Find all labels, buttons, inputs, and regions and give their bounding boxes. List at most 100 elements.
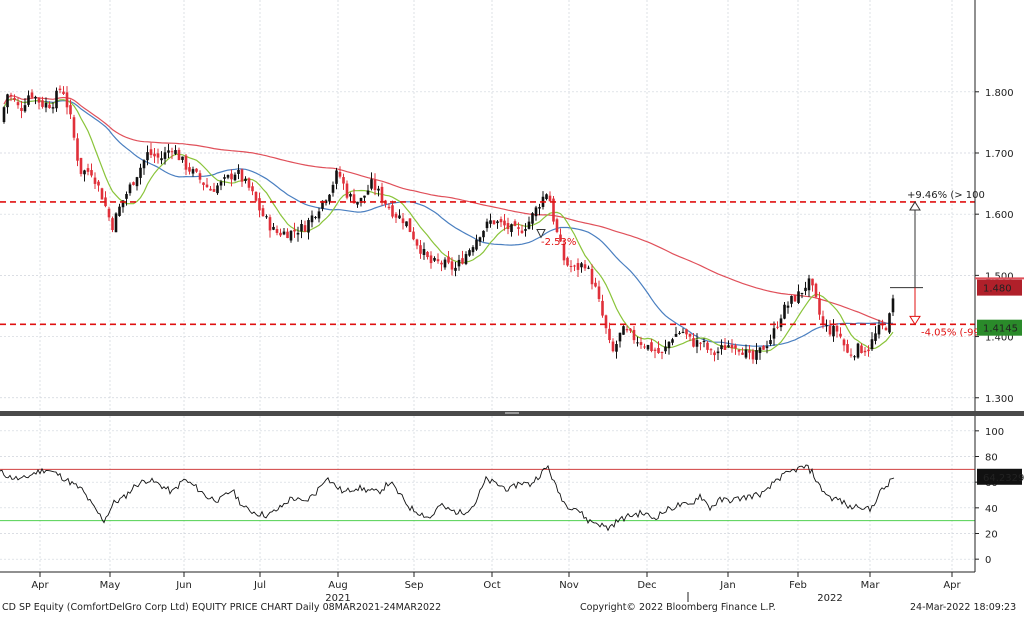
rsi-tick-label: 40 xyxy=(985,504,998,515)
candle-body xyxy=(198,173,202,180)
candles xyxy=(2,85,895,365)
candle-body xyxy=(398,215,401,219)
candle-body xyxy=(223,177,226,179)
candle-body xyxy=(765,346,769,349)
candle-body xyxy=(604,315,608,329)
candle-body xyxy=(83,170,86,175)
candle-body xyxy=(58,88,62,91)
candle-body xyxy=(20,107,23,111)
mid-arrow-head xyxy=(536,228,546,239)
candle-body xyxy=(776,326,779,328)
candle-body xyxy=(380,186,384,202)
rsi-value-label-bg xyxy=(977,468,1022,485)
candle-body xyxy=(548,195,552,202)
candle-body xyxy=(408,218,412,232)
candle-body xyxy=(804,287,807,292)
rsi-line xyxy=(0,464,895,532)
candle-body xyxy=(142,160,146,169)
month-label: Mar xyxy=(861,580,881,591)
candle-body xyxy=(884,327,888,331)
candle-body xyxy=(356,201,359,205)
candle-body xyxy=(744,349,748,358)
month-label: Jul xyxy=(253,580,266,591)
candle-body xyxy=(475,239,478,250)
candle-body xyxy=(370,179,373,189)
candle-body xyxy=(93,177,97,184)
candle-body xyxy=(34,96,37,99)
candle-body xyxy=(580,263,583,268)
month-label: Nov xyxy=(559,580,579,591)
candle-body xyxy=(653,349,657,351)
candle-body xyxy=(839,333,842,337)
candle-body xyxy=(811,278,814,286)
candle-body xyxy=(590,268,594,285)
candle-body xyxy=(286,231,289,239)
candle-body xyxy=(594,282,597,287)
candle-body xyxy=(188,167,191,172)
candle-body xyxy=(769,340,772,344)
candle-body xyxy=(454,267,457,271)
candle-body xyxy=(321,200,324,209)
candle-body xyxy=(510,224,513,232)
candle-body xyxy=(716,351,720,354)
candle-body xyxy=(79,157,83,174)
candle-body xyxy=(86,168,90,172)
price-tick-label: 1.800 xyxy=(985,88,1014,99)
candle-body xyxy=(65,92,69,108)
candle-body xyxy=(786,305,790,308)
candle-body xyxy=(307,220,310,233)
candle-body xyxy=(314,216,317,218)
candle-body xyxy=(506,223,510,229)
candle-body xyxy=(149,149,153,155)
candle-body xyxy=(184,155,188,170)
candle-body xyxy=(730,344,734,349)
ma-short-line xyxy=(3,98,894,352)
candle-body xyxy=(499,219,503,223)
candle-body xyxy=(779,318,783,328)
candle-body xyxy=(699,342,702,344)
candle-body xyxy=(261,208,265,217)
candle-body xyxy=(608,328,611,341)
candle-body xyxy=(821,316,825,324)
rsi-tick-label: 20 xyxy=(985,530,998,541)
candle-body xyxy=(170,151,174,153)
reference-lines xyxy=(0,201,975,326)
candle-body xyxy=(863,350,867,353)
candle-body xyxy=(167,150,170,153)
candle-body xyxy=(268,217,272,231)
candle-body xyxy=(352,194,356,204)
candle-body xyxy=(216,185,219,194)
candle-body xyxy=(90,170,93,176)
candle-body xyxy=(342,177,345,184)
candle-body xyxy=(534,207,538,217)
candle-body xyxy=(48,104,51,109)
candle-body xyxy=(160,158,163,161)
price-tick-label: 1.700 xyxy=(985,149,1014,160)
candle-body xyxy=(846,344,849,353)
candle-body xyxy=(265,216,268,218)
candle-body xyxy=(888,313,891,333)
candle-body xyxy=(415,239,419,246)
chart-description: CD SP Equity (ComfortDelGro Corp Ltd) EQ… xyxy=(2,602,442,613)
candle-body xyxy=(709,349,713,351)
rsi-value-label: 64.2329 xyxy=(983,473,1024,484)
candle-body xyxy=(394,213,398,218)
candle-body xyxy=(128,184,132,194)
candle-body xyxy=(559,234,562,242)
candle-body xyxy=(793,295,797,302)
candle-body xyxy=(517,227,520,229)
candle-body xyxy=(842,339,846,346)
candle-body xyxy=(688,333,692,337)
down-arrow-head xyxy=(909,315,921,326)
candle-body xyxy=(391,205,394,217)
candle-body xyxy=(818,298,821,315)
candle-body xyxy=(674,333,678,337)
price-tick-label: 1.300 xyxy=(985,394,1014,405)
candle-body xyxy=(135,177,139,187)
candle-body xyxy=(457,259,461,267)
candle-body xyxy=(317,211,321,219)
annotation-up: +9.46% (> 100 xyxy=(907,190,985,201)
candle-body xyxy=(69,105,72,115)
annotation-down: -4.05% (-99 xyxy=(921,327,980,338)
